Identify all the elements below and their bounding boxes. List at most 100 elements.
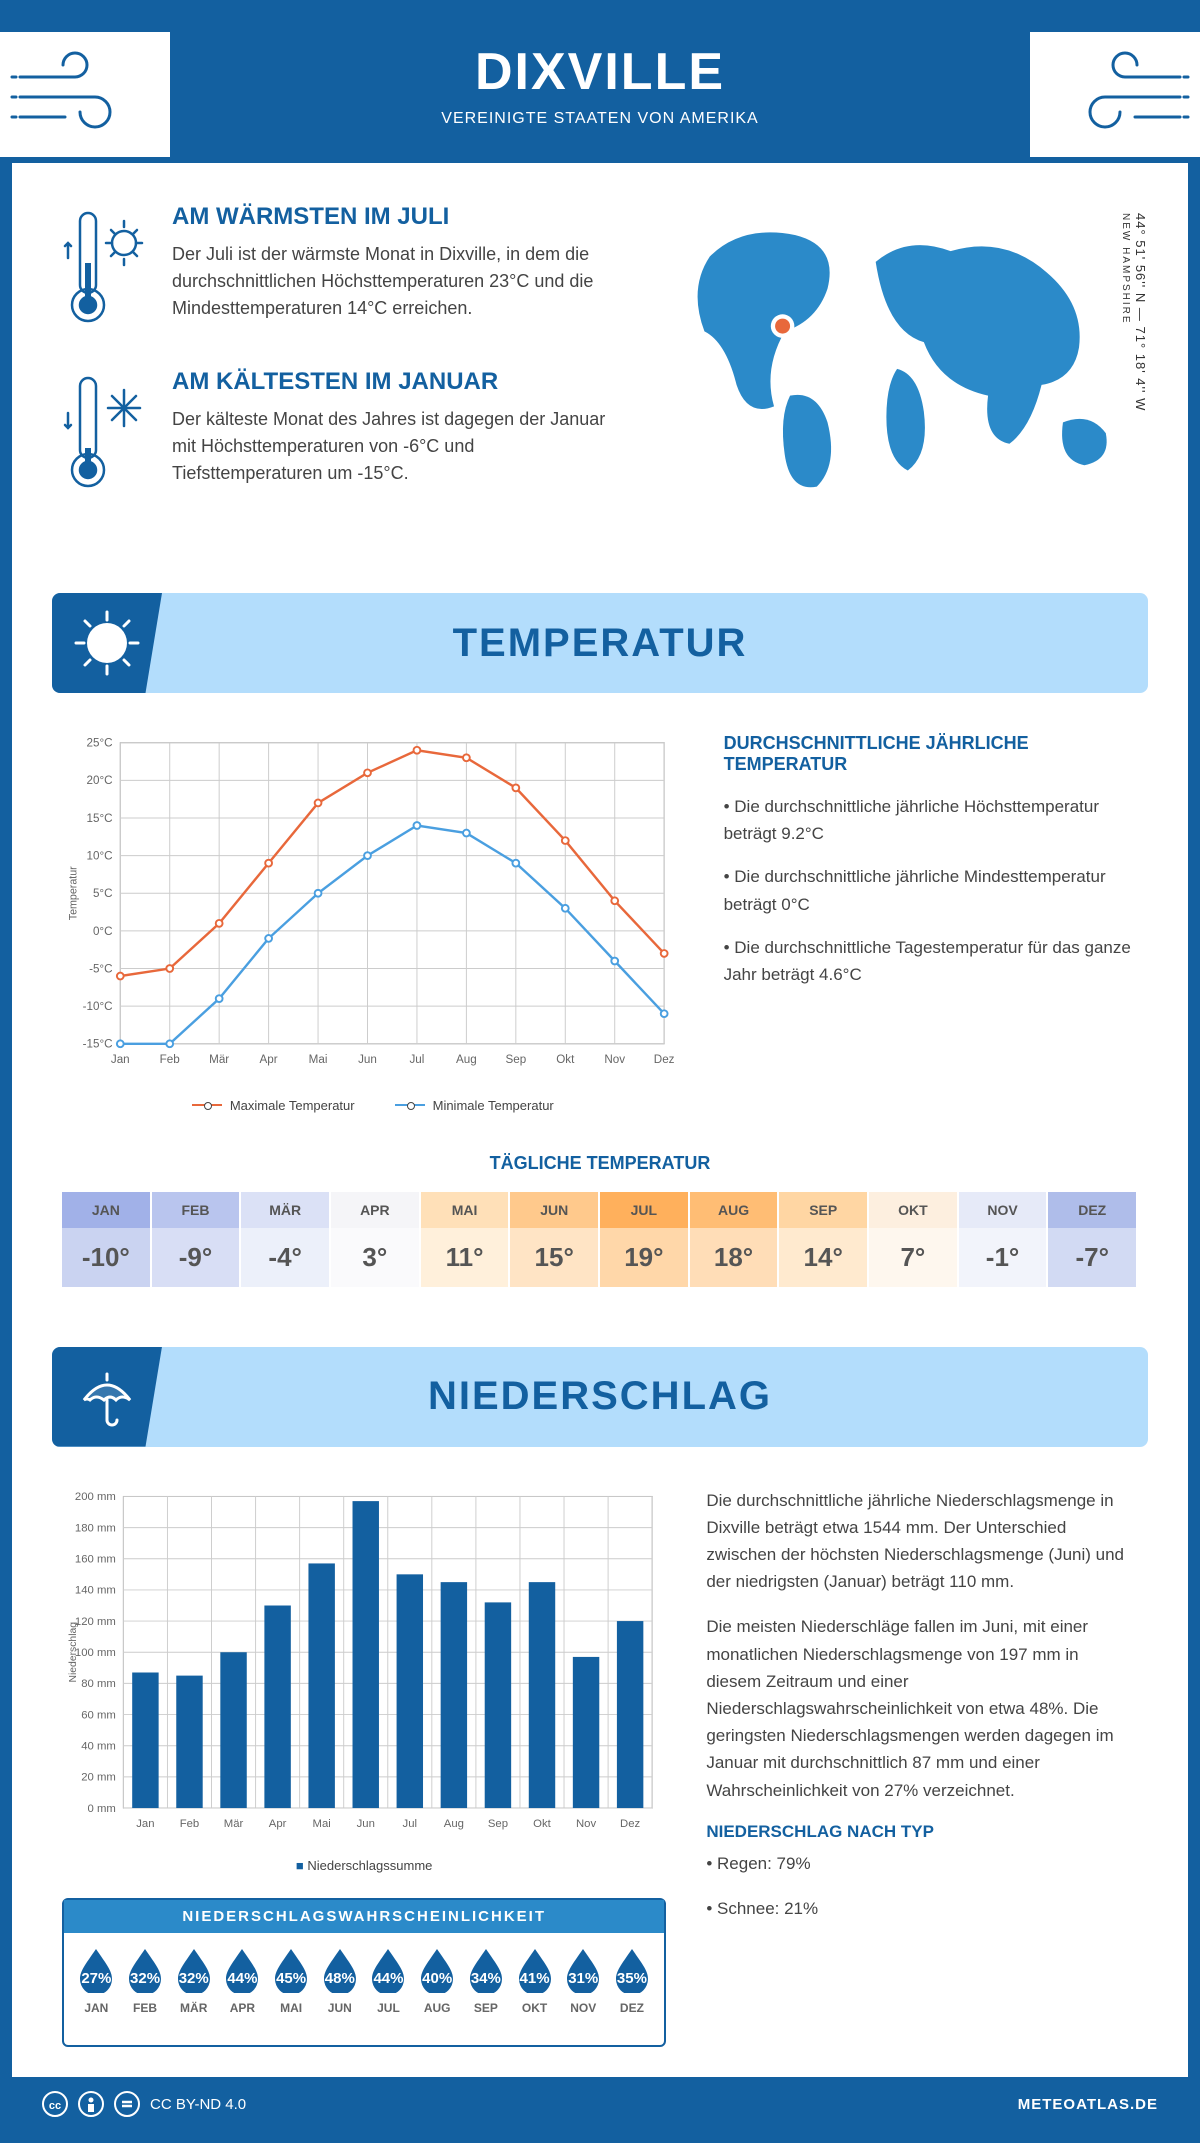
temp-cell: AUG 18° [690, 1192, 780, 1287]
temp-info-b3: • Die durchschnittliche Tagestemperatur … [724, 934, 1138, 988]
temp-cell: JUN 15° [510, 1192, 600, 1287]
prob-cell: 35% DEZ [608, 1945, 657, 2033]
prob-cell: 44% APR [218, 1945, 267, 2033]
precip-type-snow: • Schnee: 21% [706, 1895, 1138, 1922]
prob-cell: 45% MAI [267, 1945, 316, 2033]
svg-text:Nov: Nov [604, 1053, 625, 1066]
thermometer-snow-icon [62, 368, 152, 503]
warmest-text: Der Juli ist der wärmste Monat in Dixvil… [172, 241, 627, 322]
footer: cc CC BY-ND 4.0 METEOATLAS.DE [12, 2077, 1188, 2131]
svg-text:10°C: 10°C [86, 850, 112, 863]
svg-text:Mär: Mär [224, 1818, 244, 1830]
temp-cell: MÄR -4° [241, 1192, 331, 1287]
svg-text:Mär: Mär [209, 1053, 229, 1066]
svg-text:180 mm: 180 mm [75, 1522, 116, 1534]
temperature-section-header: TEMPERATUR [52, 593, 1148, 693]
bar-legend: Niederschlagssumme [62, 1858, 666, 1873]
temperature-title: TEMPERATUR [52, 621, 1148, 666]
by-icon [78, 2091, 104, 2117]
svg-text:-15°C: -15°C [83, 1038, 113, 1051]
svg-text:20 mm: 20 mm [81, 1771, 116, 1783]
svg-text:Aug: Aug [456, 1053, 477, 1066]
temp-cell: FEB -9° [152, 1192, 242, 1287]
temp-cell: APR 3° [331, 1192, 421, 1287]
intro-right: 44° 51' 56'' N — 71° 18' 4'' W NEW HAMPS… [667, 203, 1138, 533]
prob-cell: 32% FEB [121, 1945, 170, 2033]
temperature-chart: -15°C-10°C-5°C0°C5°C10°C15°C20°C25°CJanF… [62, 733, 684, 1113]
wind-icon-left [0, 32, 170, 157]
warmest-block: AM WÄRMSTEN IM JULI Der Juli ist der wär… [62, 203, 627, 338]
svg-text:Feb: Feb [180, 1818, 200, 1830]
intro-section: AM WÄRMSTEN IM JULI Der Juli ist der wär… [12, 163, 1188, 573]
prob-cell: 27% JAN [72, 1945, 121, 2033]
temp-cell: NOV -1° [959, 1192, 1049, 1287]
svg-text:Jul: Jul [403, 1818, 417, 1830]
temp-cell: OKT 7° [869, 1192, 959, 1287]
license-text: CC BY-ND 4.0 [150, 2096, 246, 2113]
svg-text:-5°C: -5°C [89, 962, 112, 975]
svg-text:25°C: 25°C [86, 737, 112, 750]
prob-cell: 32% MÄR [169, 1945, 218, 2033]
temperature-info: DURCHSCHNITTLICHE JÄHRLICHE TEMPERATUR •… [724, 733, 1138, 1113]
daily-temp-table: JAN -10° FEB -9° MÄR -4° APR 3° MAI 11° … [62, 1192, 1138, 1287]
precipitation-section-header: NIEDERSCHLAG [52, 1347, 1148, 1447]
svg-text:Apr: Apr [269, 1818, 287, 1830]
thermometer-sun-icon [62, 203, 152, 338]
prob-cell: 40% AUG [413, 1945, 462, 2033]
svg-text:Okt: Okt [556, 1053, 575, 1066]
probability-title: NIEDERSCHLAGSWAHRSCHEINLICHKEIT [64, 1900, 664, 1933]
svg-text:Sep: Sep [505, 1053, 526, 1066]
intro-left: AM WÄRMSTEN IM JULI Der Juli ist der wär… [62, 203, 627, 533]
precip-p1: Die durchschnittliche jährliche Niedersc… [706, 1487, 1138, 1596]
svg-text:Okt: Okt [533, 1818, 551, 1830]
daily-temperature: TÄGLICHE TEMPERATUR JAN -10° FEB -9° MÄR… [12, 1143, 1188, 1327]
probability-box: NIEDERSCHLAGSWAHRSCHEINLICHKEIT 27% JAN … [62, 1898, 666, 2047]
svg-text:60 mm: 60 mm [81, 1709, 116, 1721]
license-block: cc CC BY-ND 4.0 [42, 2091, 246, 2117]
svg-text:Jun: Jun [357, 1818, 375, 1830]
temp-info-b2: • Die durchschnittliche jährliche Mindes… [724, 863, 1138, 917]
svg-text:140 mm: 140 mm [75, 1584, 116, 1596]
cc-icon: cc [42, 2091, 68, 2117]
svg-text:Mai: Mai [313, 1818, 331, 1830]
prob-cell: 48% JUN [315, 1945, 364, 2033]
svg-text:Jan: Jan [111, 1053, 130, 1066]
warmest-title: AM WÄRMSTEN IM JULI [172, 203, 627, 231]
svg-text:120 mm: 120 mm [75, 1616, 116, 1628]
svg-text:Aug: Aug [444, 1818, 464, 1830]
precipitation-content: 0 mm20 mm40 mm60 mm80 mm100 mm120 mm140 … [12, 1467, 1188, 2078]
umbrella-icon [52, 1347, 162, 1447]
svg-text:160 mm: 160 mm [75, 1553, 116, 1565]
prob-cell: 34% SEP [462, 1945, 511, 2033]
temp-cell: DEZ -7° [1048, 1192, 1138, 1287]
precipitation-bar-chart: 0 mm20 mm40 mm60 mm80 mm100 mm120 mm140 … [62, 1487, 666, 1846]
temperature-line-chart: -15°C-10°C-5°C0°C5°C10°C15°C20°C25°CJanF… [62, 733, 684, 1083]
svg-text:Mai: Mai [309, 1053, 328, 1066]
svg-text:Niederschlag: Niederschlag [68, 1621, 79, 1682]
daily-temp-title: TÄGLICHE TEMPERATUR [62, 1153, 1138, 1174]
prob-cell: 41% OKT [510, 1945, 559, 2033]
wind-icon-right [1030, 32, 1200, 157]
coldest-text: Der kälteste Monat des Jahres ist dagege… [172, 406, 627, 487]
site-name: METEOATLAS.DE [1018, 2096, 1158, 2113]
svg-text:Dez: Dez [654, 1053, 675, 1066]
svg-text:cc: cc [49, 2100, 61, 2112]
coords-lat: 44° 51' 56'' N [1133, 213, 1148, 303]
svg-text:Dez: Dez [620, 1818, 640, 1830]
temp-cell: MAI 11° [421, 1192, 511, 1287]
country-subtitle: VEREINIGTE STAATEN VON AMERIKA [32, 110, 1168, 128]
precip-type-title: NIEDERSCHLAG NACH TYP [706, 1822, 1138, 1842]
svg-text:200 mm: 200 mm [75, 1491, 116, 1503]
page: DIXVILLE VEREINIGTE STAATEN VON AMERIKA … [0, 0, 1200, 2143]
svg-text:40 mm: 40 mm [81, 1740, 116, 1752]
temp-cell: SEP 14° [779, 1192, 869, 1287]
svg-text:-10°C: -10°C [83, 1000, 113, 1013]
sun-icon [52, 593, 162, 693]
coordinates: 44° 51' 56'' N — 71° 18' 4'' W NEW HAMPS… [1118, 213, 1148, 411]
svg-text:100 mm: 100 mm [75, 1647, 116, 1659]
temp-cell: JUL 19° [600, 1192, 690, 1287]
precipitation-info: Die durchschnittliche jährliche Niedersc… [706, 1487, 1138, 2048]
prob-cell: 44% JUL [364, 1945, 413, 2033]
svg-text:Feb: Feb [160, 1053, 180, 1066]
temp-cell: JAN -10° [62, 1192, 152, 1287]
